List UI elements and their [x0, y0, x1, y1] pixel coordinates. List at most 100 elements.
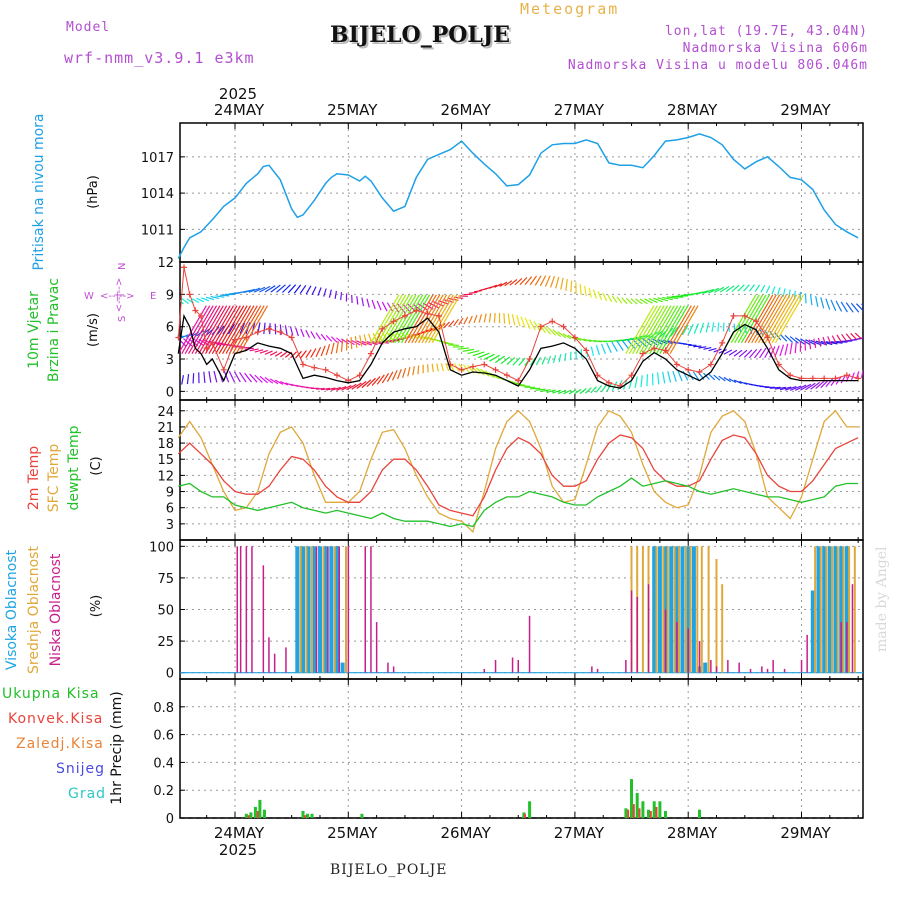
cloud-high-bar [839, 546, 844, 673]
wind-gust-point [367, 350, 374, 357]
wind-arrow [270, 284, 281, 293]
cloud-high-bar [306, 546, 311, 673]
wind-arrow [401, 294, 431, 344]
wind-arrow [640, 375, 643, 388]
wind-arrow [697, 290, 709, 295]
ytick-label: 24 [157, 405, 174, 420]
wind-gust-point [719, 339, 726, 346]
wind-arrow [723, 349, 733, 355]
wind-arrow [203, 371, 206, 383]
wind-arrow [284, 325, 288, 336]
wind-gust-point [458, 366, 465, 373]
ytick-label: 6 [166, 321, 174, 336]
wind-arrow [568, 389, 577, 395]
wind-arrow [285, 382, 294, 387]
pressure-unit: (hPa) [86, 175, 101, 209]
wind-arrow [489, 284, 498, 289]
cloud-high-bar [691, 546, 696, 673]
wind-arrow [771, 294, 801, 344]
wind-arrow [222, 305, 252, 354]
wind-arrow [458, 317, 464, 326]
wind-arrow [542, 325, 551, 335]
wind-arrow [713, 374, 721, 381]
bottom-day-label: 27MAY [554, 824, 605, 842]
wind-gust-point [435, 312, 442, 319]
wind-arrow [765, 285, 771, 294]
wind-arrow [472, 351, 485, 357]
cloud-high-bar [674, 546, 679, 673]
wind-arrow [290, 351, 298, 359]
wind-arrow [478, 314, 483, 323]
temp-unit: (C) [89, 456, 104, 475]
precip-conv-bar [655, 806, 658, 818]
wind-gust-point [537, 323, 544, 330]
wind-arrow [544, 275, 551, 287]
wind-arrow [315, 387, 325, 390]
wind-arrow [468, 315, 473, 324]
wind-arrow [815, 295, 819, 307]
wind-arrow [211, 305, 241, 354]
bottom-day-label: 29MAY [780, 824, 831, 842]
wind-arrow [215, 295, 225, 298]
wind-arrow [606, 342, 612, 354]
ytick-label: 0 [166, 667, 174, 682]
wind-arrow [659, 305, 689, 354]
wind-arrow [243, 288, 255, 294]
wind-gust-point [322, 366, 329, 373]
wind-arrow [546, 389, 556, 393]
wind-arrow [743, 284, 750, 292]
wind-arrow [606, 382, 613, 392]
wind-arrow [563, 389, 572, 395]
precip-conv-bar [524, 813, 526, 818]
wind-arrow [854, 332, 862, 340]
wind-arrow [597, 291, 603, 301]
wind-arrow [192, 373, 195, 384]
precip-total-bar [258, 799, 262, 818]
wind-arrow [671, 295, 684, 298]
wind-arrow [817, 337, 822, 347]
wind-arrow [639, 298, 648, 305]
cloud-high-bar [295, 546, 300, 673]
cloud-low-bar [647, 584, 650, 673]
wind-arrow [840, 301, 848, 313]
wind-arrow [547, 327, 557, 336]
wind-arrow [194, 305, 224, 354]
cloud-low-bar [245, 546, 248, 673]
precip-frame [179, 678, 864, 819]
wind-arrow [600, 343, 606, 355]
wind-arrow [431, 363, 434, 372]
ytick-label: 15 [157, 453, 174, 468]
wind-arrow [180, 339, 187, 347]
legend-east: E [150, 291, 156, 302]
wind-arrow [560, 277, 564, 290]
precip-total-bar [310, 813, 314, 818]
wind-arrow [625, 297, 633, 305]
wind-arrow [774, 345, 780, 358]
cloud-mid-bar [696, 546, 699, 673]
precip-total-bar [635, 793, 639, 818]
precip-total-bar [522, 812, 526, 818]
wind-gust-point [198, 312, 205, 319]
wind-arrow [528, 319, 536, 331]
cloud-unit: (%) [89, 595, 104, 618]
wind-arrow [227, 323, 235, 335]
top-day-label: 26MAY [440, 101, 491, 119]
wind-arrow [468, 291, 478, 294]
wind-arrow [191, 298, 200, 303]
wind-arrow [757, 294, 787, 344]
t2m-line [177, 434, 859, 517]
cloud-low-bar [315, 546, 318, 673]
wind-arrow [453, 318, 459, 327]
ytick-label: 75 [157, 572, 174, 587]
wind-gust-point [560, 323, 567, 330]
wind-gust-point [639, 350, 646, 357]
ytick-label: 9 [166, 288, 174, 303]
wind-arrow [320, 333, 327, 341]
wind-arrow [655, 305, 685, 354]
wind-arrow [391, 370, 398, 381]
wind-arrow [404, 294, 434, 344]
wind-arrow [825, 341, 838, 345]
wind-gust-point [843, 372, 850, 379]
wind-arrow [264, 377, 274, 384]
wind-gust-point [628, 372, 635, 379]
